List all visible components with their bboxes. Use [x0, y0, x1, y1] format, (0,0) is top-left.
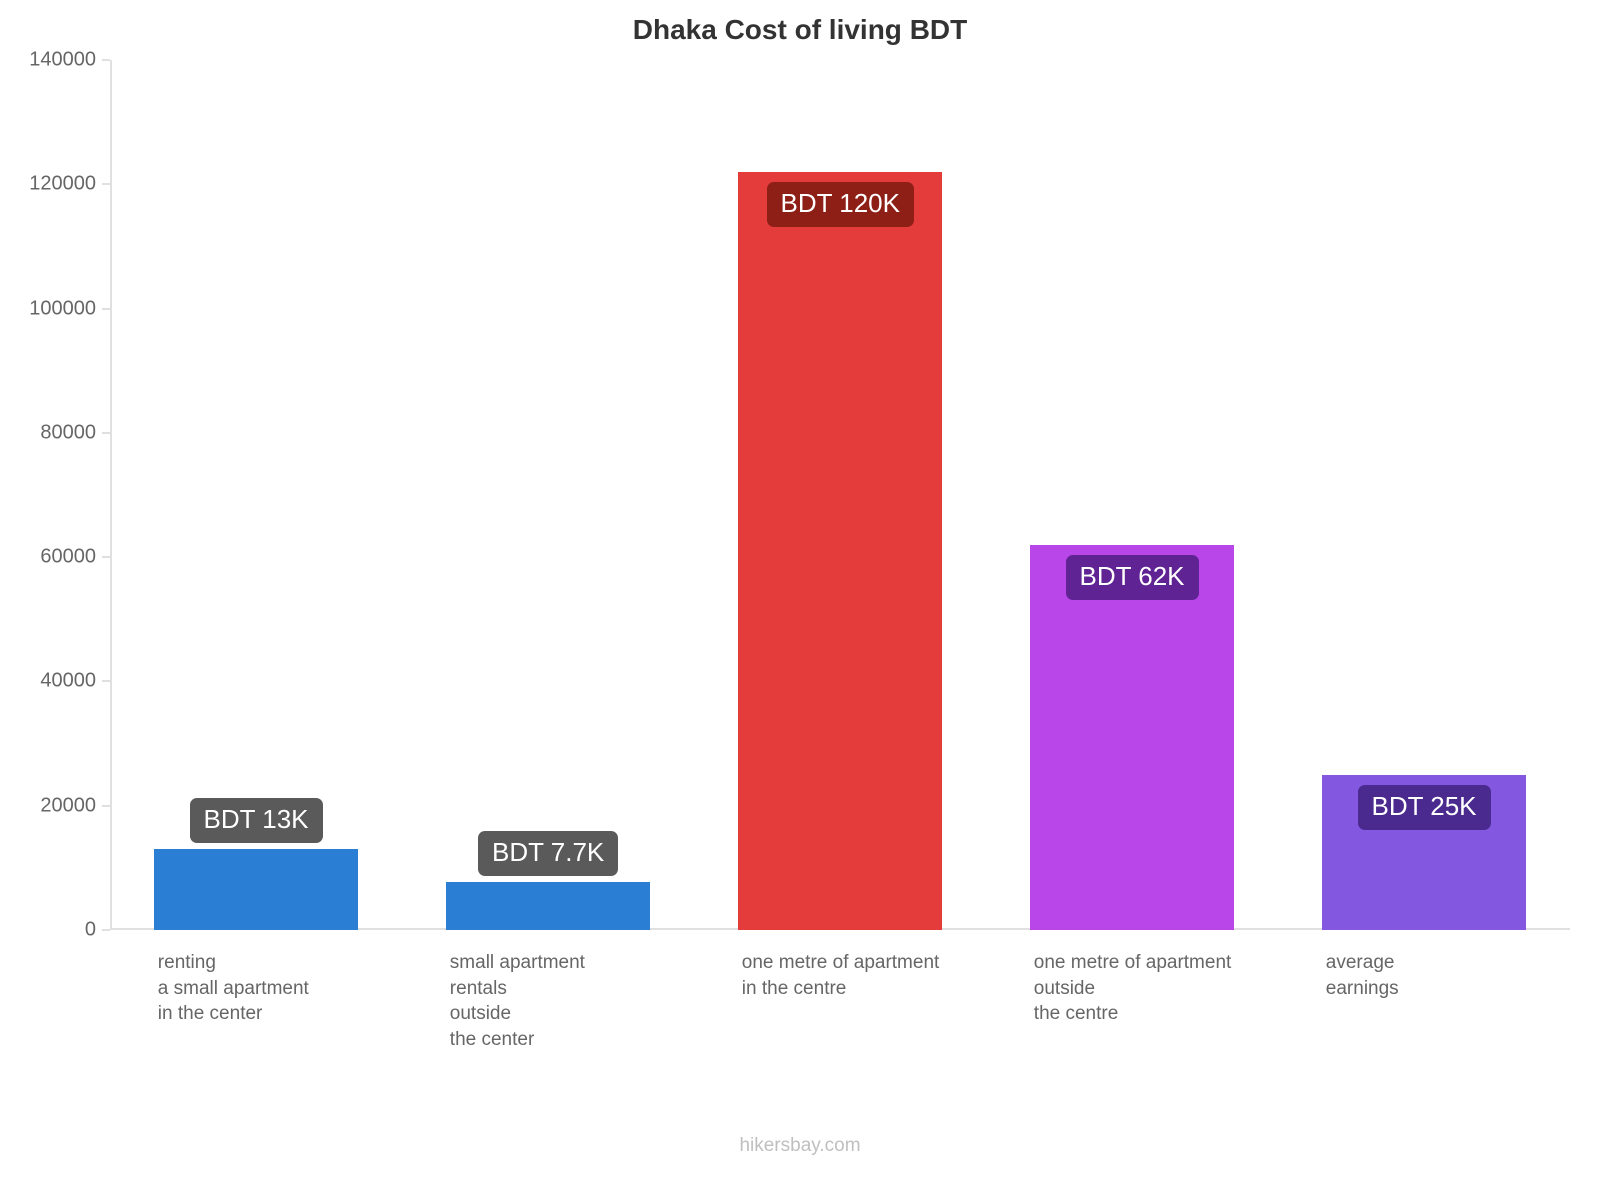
plot-area: 020000400006000080000100000120000140000B… — [110, 60, 1570, 930]
bar — [1030, 545, 1234, 930]
y-tick-label: 60000 — [40, 546, 110, 569]
x-category-label: one metre of apartmentin the centre — [742, 950, 986, 1001]
bar — [738, 172, 942, 930]
y-tick-label: 0 — [85, 919, 110, 942]
bar-value-label: BDT 13K — [190, 798, 323, 843]
bar-value-label: BDT 7.7K — [478, 831, 618, 876]
x-category-label: one metre of apartmentoutsidethe centre — [1034, 950, 1278, 1027]
x-category-label: rentinga small apartmentin the center — [158, 950, 402, 1027]
y-tick-label: 120000 — [29, 173, 110, 196]
bar-value-label: BDT 62K — [1066, 555, 1199, 600]
y-tick-label: 40000 — [40, 670, 110, 693]
y-tick-label: 140000 — [29, 49, 110, 72]
chart-title: Dhaka Cost of living BDT — [0, 14, 1600, 46]
bar — [154, 849, 358, 930]
y-tick-label: 100000 — [29, 297, 110, 320]
bar-value-label: BDT 120K — [767, 182, 914, 227]
y-axis-line — [110, 60, 112, 930]
bar-value-label: BDT 25K — [1358, 785, 1491, 830]
y-tick-label: 20000 — [40, 794, 110, 817]
y-tick-label: 80000 — [40, 421, 110, 444]
x-category-label: small apartmentrentalsoutsidethe center — [450, 950, 694, 1053]
bar — [446, 882, 650, 930]
attribution-text: hikersbay.com — [0, 1135, 1600, 1157]
x-category-label: averageearnings — [1326, 950, 1570, 1001]
chart-container: Dhaka Cost of living BDT 020000400006000… — [0, 0, 1600, 1200]
